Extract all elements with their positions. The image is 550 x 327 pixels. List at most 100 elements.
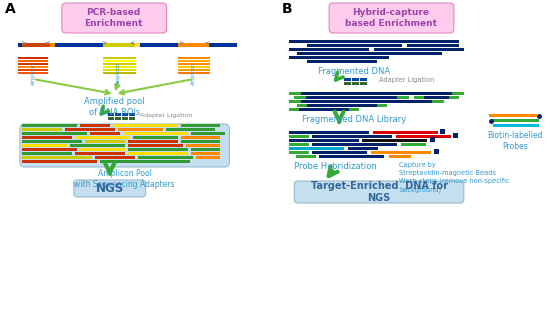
FancyBboxPatch shape <box>371 150 431 154</box>
FancyBboxPatch shape <box>122 116 128 120</box>
FancyBboxPatch shape <box>289 47 369 51</box>
FancyBboxPatch shape <box>289 135 309 138</box>
FancyBboxPatch shape <box>401 143 426 146</box>
FancyBboxPatch shape <box>489 114 537 117</box>
FancyBboxPatch shape <box>491 119 538 122</box>
FancyBboxPatch shape <box>100 160 190 163</box>
FancyBboxPatch shape <box>195 156 221 159</box>
FancyBboxPatch shape <box>22 148 77 151</box>
FancyBboxPatch shape <box>190 132 226 135</box>
FancyBboxPatch shape <box>289 130 369 134</box>
FancyBboxPatch shape <box>20 124 229 167</box>
FancyBboxPatch shape <box>289 99 444 103</box>
FancyBboxPatch shape <box>18 57 48 59</box>
FancyBboxPatch shape <box>22 156 92 159</box>
FancyBboxPatch shape <box>22 152 72 155</box>
FancyBboxPatch shape <box>294 95 306 99</box>
FancyBboxPatch shape <box>62 3 167 33</box>
FancyBboxPatch shape <box>178 43 210 47</box>
Text: Amplicon: Amplicon <box>31 62 36 85</box>
FancyBboxPatch shape <box>22 144 67 147</box>
FancyBboxPatch shape <box>90 132 120 135</box>
FancyBboxPatch shape <box>289 108 299 111</box>
Text: B: B <box>281 2 292 16</box>
FancyBboxPatch shape <box>289 139 359 142</box>
FancyBboxPatch shape <box>138 156 192 159</box>
FancyBboxPatch shape <box>360 77 367 81</box>
FancyBboxPatch shape <box>452 92 464 95</box>
FancyBboxPatch shape <box>414 95 459 99</box>
Text: Amplicon Pool
with Sequencing Adapters: Amplicon Pool with Sequencing Adapters <box>74 169 175 189</box>
FancyBboxPatch shape <box>373 130 438 134</box>
FancyBboxPatch shape <box>352 77 359 81</box>
FancyBboxPatch shape <box>178 72 211 74</box>
Text: Amplicon: Amplicon <box>191 62 196 85</box>
FancyBboxPatch shape <box>22 124 77 127</box>
FancyBboxPatch shape <box>289 146 344 150</box>
Text: Probe Hybridization: Probe Hybridization <box>294 162 377 171</box>
FancyBboxPatch shape <box>113 124 178 127</box>
FancyBboxPatch shape <box>75 136 130 139</box>
FancyBboxPatch shape <box>289 99 301 103</box>
FancyBboxPatch shape <box>22 140 82 143</box>
FancyBboxPatch shape <box>289 108 359 111</box>
FancyBboxPatch shape <box>70 144 125 147</box>
FancyBboxPatch shape <box>50 43 55 47</box>
FancyBboxPatch shape <box>103 60 136 62</box>
FancyBboxPatch shape <box>18 43 238 47</box>
FancyBboxPatch shape <box>178 62 211 65</box>
FancyBboxPatch shape <box>22 132 87 135</box>
FancyBboxPatch shape <box>362 139 427 142</box>
FancyBboxPatch shape <box>103 62 136 65</box>
FancyBboxPatch shape <box>128 152 188 155</box>
FancyBboxPatch shape <box>289 40 459 43</box>
FancyBboxPatch shape <box>493 124 538 127</box>
FancyBboxPatch shape <box>95 156 135 159</box>
Text: Capture by
Streptavidin-magnetic Beads
Wash steps (remove non-specific
backgroun: Capture by Streptavidin-magnetic Beads W… <box>399 162 510 193</box>
FancyBboxPatch shape <box>166 128 216 131</box>
FancyBboxPatch shape <box>123 132 188 135</box>
FancyBboxPatch shape <box>396 134 451 138</box>
FancyBboxPatch shape <box>414 95 424 99</box>
FancyBboxPatch shape <box>329 3 454 33</box>
Text: Target-Enriched  DNA for
NGS: Target-Enriched DNA for NGS <box>311 181 448 203</box>
FancyBboxPatch shape <box>312 150 367 154</box>
FancyBboxPatch shape <box>432 99 444 103</box>
FancyBboxPatch shape <box>407 43 459 47</box>
FancyBboxPatch shape <box>312 134 392 138</box>
FancyBboxPatch shape <box>135 43 140 47</box>
FancyBboxPatch shape <box>65 128 115 131</box>
Text: Fragmented DNA: Fragmented DNA <box>318 67 390 76</box>
FancyBboxPatch shape <box>397 95 409 99</box>
FancyBboxPatch shape <box>297 104 307 107</box>
FancyBboxPatch shape <box>434 149 439 154</box>
FancyBboxPatch shape <box>22 128 62 131</box>
FancyBboxPatch shape <box>80 148 125 151</box>
FancyBboxPatch shape <box>128 140 178 143</box>
FancyBboxPatch shape <box>178 68 211 71</box>
FancyBboxPatch shape <box>180 124 221 127</box>
FancyBboxPatch shape <box>108 116 114 120</box>
FancyBboxPatch shape <box>349 108 359 111</box>
FancyBboxPatch shape <box>297 51 442 55</box>
FancyBboxPatch shape <box>449 95 459 99</box>
FancyBboxPatch shape <box>289 143 309 146</box>
FancyBboxPatch shape <box>453 133 458 138</box>
FancyBboxPatch shape <box>103 72 136 74</box>
FancyBboxPatch shape <box>360 81 367 85</box>
FancyBboxPatch shape <box>22 160 97 163</box>
FancyBboxPatch shape <box>178 65 211 68</box>
FancyBboxPatch shape <box>133 136 178 139</box>
FancyBboxPatch shape <box>108 112 114 116</box>
FancyBboxPatch shape <box>185 144 221 147</box>
Text: Adapter Ligation: Adapter Ligation <box>140 112 192 117</box>
FancyBboxPatch shape <box>297 104 387 107</box>
Text: Fragmented DNA Library: Fragmented DNA Library <box>302 115 406 124</box>
FancyBboxPatch shape <box>122 112 128 116</box>
FancyBboxPatch shape <box>180 136 221 139</box>
FancyBboxPatch shape <box>352 81 359 85</box>
Text: Biotin-labelled
Probes: Biotin-labelled Probes <box>487 131 542 151</box>
FancyBboxPatch shape <box>190 148 221 151</box>
FancyBboxPatch shape <box>440 129 445 134</box>
FancyBboxPatch shape <box>103 68 136 71</box>
